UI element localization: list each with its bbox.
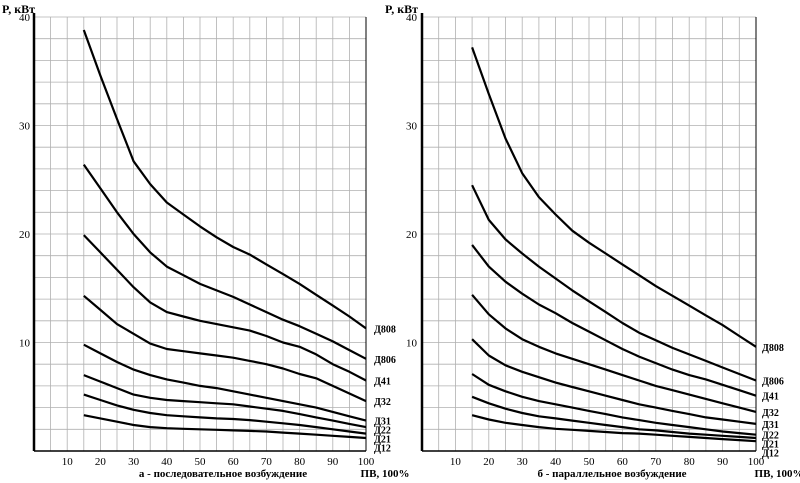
series-line--31-b — [471, 338, 757, 425]
series-line--806-a — [82, 163, 367, 360]
x-tick-label: 80 — [684, 456, 696, 468]
y-tick-label: 20 — [19, 229, 31, 241]
series-label: Д12 — [374, 444, 391, 455]
x-tick-label: 70 — [650, 456, 662, 468]
x-tick-label: 40 — [550, 456, 562, 468]
chart-panel-a: 10 20 30 40 10 20 30 40 50 60 70 80 90 100 P, кВт а - п… — [2, 2, 409, 480]
series-line--12-b — [471, 414, 757, 443]
chart-panel-b: 10 20 30 40 10 20 30 40 50 60 70 80 90 100 P, кВт б - п… — [385, 2, 800, 480]
series-label: Д22 — [762, 431, 779, 442]
series-line--32-b — [471, 294, 757, 413]
x-tick-label: 90 — [327, 456, 339, 468]
series-label: Д21 — [374, 435, 391, 446]
panel-caption: а - последовательное возбуждение — [139, 468, 307, 480]
x-tick-label: 50 — [584, 456, 596, 468]
series-label: Д41 — [762, 392, 779, 403]
y-tick-label: 30 — [19, 121, 31, 133]
y-tick-label: 10 — [406, 338, 418, 350]
x-axis-label: ПВ, 100% — [755, 468, 800, 480]
y-tick-label: 20 — [406, 229, 418, 241]
x-tick-label: 70 — [261, 456, 273, 468]
series-line--22-b — [471, 373, 757, 436]
series-label: Д12 — [762, 449, 779, 460]
x-tick-label: 10 — [62, 456, 74, 468]
series-label: Д806 — [762, 376, 784, 387]
x-tick-label: 80 — [294, 456, 306, 468]
y-tick-label: 10 — [19, 338, 31, 350]
x-tick-label: 100 — [748, 456, 765, 468]
x-tick-label: 100 — [358, 456, 375, 468]
series-line--22-a — [83, 374, 367, 429]
series-line--31-a — [83, 343, 367, 422]
x-tick-label: 90 — [717, 456, 729, 468]
series-label: Д22 — [374, 426, 391, 437]
series-label: Д31 — [374, 417, 391, 428]
x-axis-label: ПВ, 100% — [361, 468, 410, 480]
series-line--12-a — [83, 414, 367, 440]
y-axis-label: P, кВт — [385, 2, 418, 16]
y-tick-label: 30 — [406, 121, 418, 133]
series-label: Д32 — [374, 397, 391, 408]
series-label: Д808 — [762, 343, 784, 354]
y-axis-label: P, кВт — [2, 2, 35, 16]
series-line--21-a — [83, 393, 367, 435]
x-tick-label: 20 — [483, 456, 495, 468]
series-line--32-a — [83, 294, 367, 403]
series-label: Д31 — [762, 420, 779, 431]
y-tick-label: 40 — [19, 12, 31, 24]
series-label: Д806 — [374, 355, 396, 366]
x-tick-label: 50 — [195, 456, 207, 468]
series-line--41-b — [471, 244, 757, 397]
x-tick-label: 30 — [517, 456, 529, 468]
series-label: Д41 — [374, 376, 391, 387]
series-line--808-b — [471, 47, 757, 348]
x-tick-label: 10 — [450, 456, 462, 468]
grid-b — [422, 16, 756, 451]
series-line--808-a — [82, 29, 367, 330]
series-label: Д21 — [762, 440, 779, 451]
series-label: Д808 — [374, 324, 396, 335]
series-label: Д32 — [762, 408, 779, 419]
series-line--41-a — [83, 234, 367, 382]
y-tick-label: 40 — [406, 12, 418, 24]
x-tick-label: 40 — [161, 456, 173, 468]
panel-caption: б - параллельное возбуждение — [537, 468, 686, 480]
x-tick-label: 30 — [128, 456, 140, 468]
series-line--806-b — [471, 184, 757, 382]
x-tick-label: 60 — [617, 456, 629, 468]
x-tick-label: 20 — [95, 456, 107, 468]
series-line--21-b — [471, 395, 757, 440]
x-tick-label: 60 — [228, 456, 240, 468]
